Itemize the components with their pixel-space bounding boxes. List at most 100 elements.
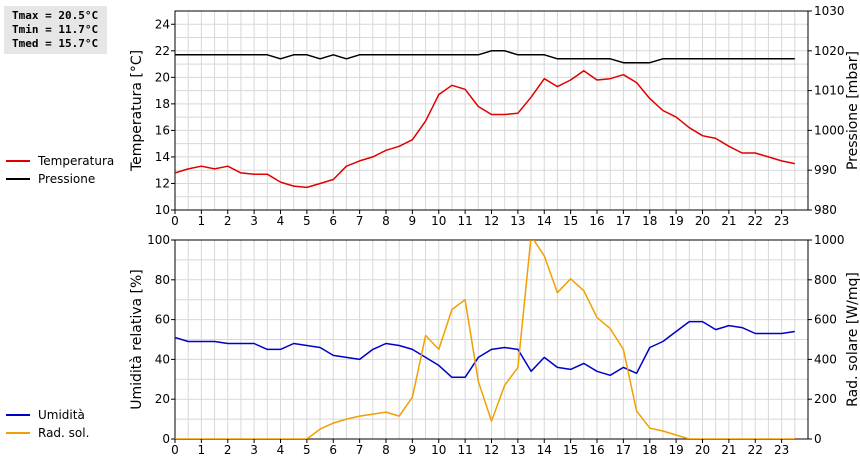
tmin-label: Tmin = 11.7°C: [12, 23, 99, 36]
x-tick-label: 17: [616, 443, 631, 457]
y-left-tick-label: 60: [155, 313, 170, 327]
legend-label-pressure: Pressione: [38, 172, 96, 186]
x-tick-label: 19: [668, 214, 683, 228]
legend-top: Temperatura Pressione: [6, 152, 114, 188]
chart-panel-0: 0 1 2 3 4 5 6 7 8 9 10 11 12 13 14 15 16 17 18 19 20 21 22 2310…: [129, 4, 860, 228]
y-right-tick-label: 990: [814, 163, 837, 177]
series-line-umidit: [175, 320, 795, 379]
x-tick-label: 21: [721, 214, 736, 228]
x-tick-label: 6: [329, 214, 337, 228]
x-tick-label: 23: [774, 214, 789, 228]
x-tick-label: 6: [329, 443, 337, 457]
x-tick-label: 22: [748, 443, 763, 457]
tmed-label: Tmed = 15.7°C: [12, 37, 99, 50]
y-right-axis-label: Pressione [mbar]: [845, 51, 860, 170]
y-right-tick-label: 1020: [814, 44, 845, 58]
legend-swatch-pressure: [6, 178, 30, 180]
y-right-tick-label: 1000: [814, 123, 845, 137]
legend-item-pressure: Pressione: [6, 170, 114, 188]
y-left-tick-label: 40: [155, 352, 170, 366]
tmax-label: Tmax = 20.5°C: [12, 9, 99, 22]
x-tick-label: 19: [668, 443, 683, 457]
x-tick-label: 9: [409, 443, 417, 457]
x-tick-label: 0: [171, 214, 179, 228]
x-tick-label: 16: [589, 443, 604, 457]
y-right-tick-label: 1000: [814, 233, 845, 247]
y-right-tick-label: 1010: [814, 84, 845, 98]
x-tick-label: 14: [537, 214, 552, 228]
x-tick-label: 13: [510, 214, 525, 228]
x-tick-label: 7: [356, 443, 364, 457]
y-left-tick-label: 80: [155, 273, 170, 287]
legend-label-radiation: Rad. sol.: [38, 426, 90, 440]
x-tick-label: 8: [382, 214, 390, 228]
legend-swatch-radiation: [6, 432, 30, 434]
y-left-tick-label: 20: [155, 70, 170, 84]
x-tick-label: 21: [721, 443, 736, 457]
y-right-axis-label: Rad. solare [W/mq]: [845, 272, 860, 407]
y-left-tick-label: 20: [155, 392, 170, 406]
y-right-tick-label: 400: [814, 352, 837, 366]
x-tick-label: 1: [198, 214, 206, 228]
series-line-rad-sol: [175, 240, 795, 439]
chart-panel-1: 0 1 2 3 4 5 6 7 8 9 10 11 12 13 14 15 16 17 18 19 20 21 22 2302…: [129, 233, 860, 457]
x-tick-label: 12: [484, 443, 499, 457]
legend-bottom: Umidità Rad. sol.: [6, 406, 89, 442]
stats-box: Tmax = 20.5°C Tmin = 11.7°C Tmed = 15.7°…: [4, 6, 107, 54]
x-tick-label: 14: [537, 443, 552, 457]
legend-label-humidity: Umidità: [38, 408, 85, 422]
x-tick-label: 5: [303, 443, 311, 457]
x-tick-label: 7: [356, 214, 364, 228]
legend-item-radiation: Rad. sol.: [6, 424, 89, 442]
x-tick-label: 2: [224, 214, 232, 228]
x-tick-label: 13: [510, 443, 525, 457]
x-tick-label: 15: [563, 214, 578, 228]
y-left-tick-label: 0: [162, 432, 170, 446]
y-left-tick-label: 14: [155, 150, 170, 164]
x-tick-label: 20: [695, 214, 710, 228]
x-tick-label: 5: [303, 214, 311, 228]
x-tick-label: 16: [589, 214, 604, 228]
x-tick-label: 15: [563, 443, 578, 457]
x-tick-label: 8: [382, 443, 390, 457]
x-tick-label: 22: [748, 214, 763, 228]
x-tick-label: 2: [224, 443, 232, 457]
legend-item-temperature: Temperatura: [6, 152, 114, 170]
y-left-axis-label: Umidità relativa [%]: [129, 269, 145, 410]
y-right-tick-label: 0: [814, 432, 822, 446]
x-tick-label: 11: [457, 443, 472, 457]
x-tick-label: 18: [642, 443, 657, 457]
x-tick-label: 9: [409, 214, 417, 228]
y-right-tick-label: 200: [814, 392, 837, 406]
series-line-pressione: [175, 50, 795, 64]
series-line-temperatura: [175, 69, 795, 189]
y-left-tick-label: 24: [155, 17, 170, 31]
y-right-tick-label: 800: [814, 273, 837, 287]
x-tick-label: 1: [198, 443, 206, 457]
y-left-axis-label: Temperatura [°C]: [129, 50, 145, 172]
x-tick-label: 17: [616, 214, 631, 228]
legend-swatch-temperature: [6, 160, 30, 162]
y-left-tick-label: 22: [155, 44, 170, 58]
x-tick-label: 23: [774, 443, 789, 457]
y-right-tick-label: 600: [814, 313, 837, 327]
x-tick-label: 20: [695, 443, 710, 457]
x-tick-label: 3: [250, 443, 258, 457]
y-left-tick-label: 12: [155, 176, 170, 190]
x-tick-label: 10: [431, 214, 446, 228]
y-right-tick-label: 980: [814, 203, 837, 217]
x-tick-label: 11: [457, 214, 472, 228]
x-tick-label: 4: [277, 214, 285, 228]
x-tick-label: 12: [484, 214, 499, 228]
y-right-tick-label: 1030: [814, 4, 845, 18]
y-left-tick-label: 10: [155, 203, 170, 217]
x-tick-label: 4: [277, 443, 285, 457]
legend-item-humidity: Umidità: [6, 406, 89, 424]
x-tick-label: 10: [431, 443, 446, 457]
y-left-tick-label: 18: [155, 97, 170, 111]
legend-label-temperature: Temperatura: [38, 154, 115, 168]
y-left-tick-label: 100: [147, 233, 170, 247]
legend-swatch-humidity: [6, 414, 30, 416]
x-tick-label: 0: [171, 443, 179, 457]
